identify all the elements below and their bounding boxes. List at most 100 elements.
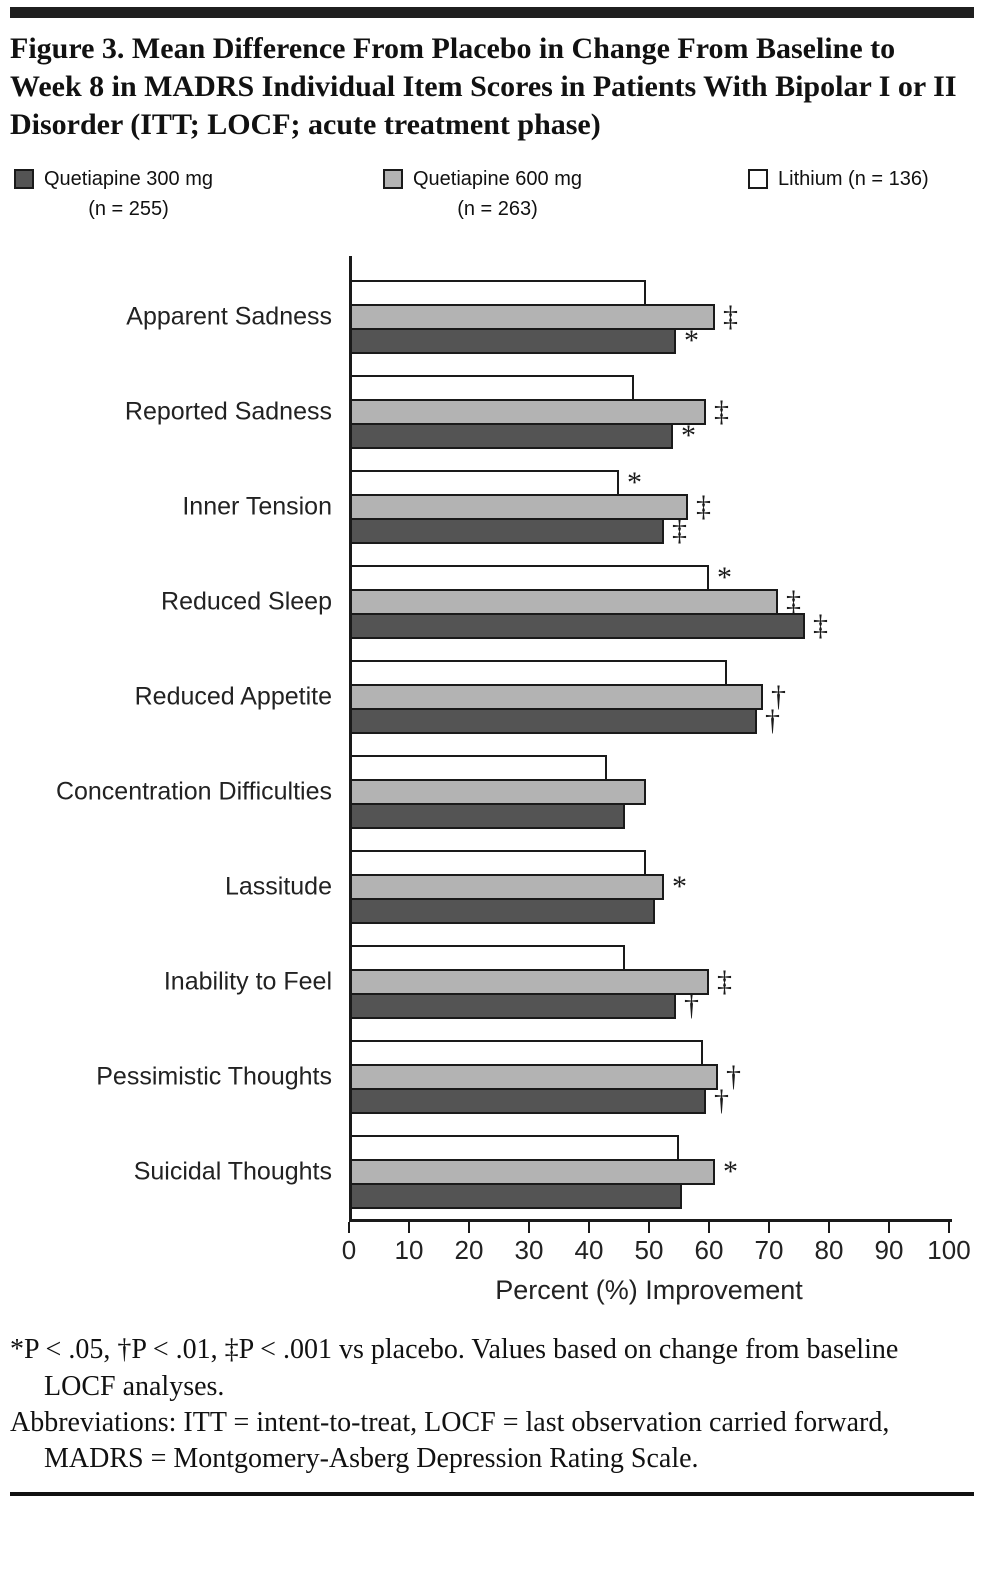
bar-row: †	[352, 1062, 952, 1092]
legend-item-quetiapine-300: Quetiapine 300 mg (n = 255)	[14, 168, 213, 221]
category-group: Concentration Difficulties	[56, 755, 952, 830]
x-axis-tick	[588, 1222, 590, 1234]
category-label: Inability to Feel	[163, 967, 332, 996]
legend-swatch-lithium	[748, 169, 768, 190]
x-axis-tick-label: 80	[814, 1235, 844, 1266]
bar-row	[352, 280, 952, 307]
significance-marker: ‡	[723, 300, 738, 334]
significance-marker: ‡	[696, 490, 711, 524]
category-group: Apparent Sadness ‡ *	[126, 280, 952, 356]
bar-row: *	[352, 326, 952, 356]
significance-marker: *	[672, 870, 687, 904]
significance-marker: *	[627, 466, 642, 500]
bar	[352, 423, 673, 450]
bar-row	[352, 660, 952, 687]
bar-row: †	[352, 706, 952, 736]
bar	[352, 494, 688, 521]
bar-row: †	[352, 989, 952, 1023]
legend-sublabel-quetiapine-600: (n = 263)	[457, 198, 538, 221]
x-axis-tick	[348, 1222, 350, 1234]
bar-row	[352, 850, 952, 877]
x-axis-tick-label: 30	[514, 1235, 544, 1266]
bar	[352, 874, 664, 901]
significance-marker: ‡	[717, 965, 732, 999]
bar-row	[352, 945, 952, 972]
legend-swatch-quetiapine-600	[383, 169, 403, 190]
bar	[352, 684, 763, 711]
bar-row: ‡	[352, 395, 952, 429]
bar-row: ‡	[352, 585, 952, 619]
x-axis-tick-label: 70	[754, 1235, 784, 1266]
bar	[352, 803, 625, 830]
footnote-significance: *P < .05, †P < .01, ‡P < .001 vs placebo…	[10, 1334, 899, 1402]
bar-row: ‡	[352, 611, 952, 641]
bar-row	[352, 1135, 952, 1162]
footnote-abbreviations: Abbreviations: ITT = intent-to-treat, LO…	[10, 1407, 890, 1475]
x-axis-tick-label: 100	[927, 1235, 971, 1266]
bar-row: *	[352, 870, 952, 904]
category-label: Suicidal Thoughts	[133, 1157, 332, 1186]
significance-marker: *	[717, 561, 732, 595]
bar	[352, 898, 655, 925]
bar	[352, 993, 676, 1020]
category-label: Apparent Sadness	[126, 302, 332, 331]
significance-marker: *	[723, 1155, 738, 1189]
bar-row	[352, 898, 952, 925]
bar	[352, 399, 706, 426]
category-group: Reduced Appetite † †	[135, 660, 952, 736]
category-label: Lassitude	[224, 872, 332, 901]
x-axis-tick	[888, 1222, 890, 1234]
bar-chart: Apparent Sadness ‡ * Reported Sadness ‡ * Inne…	[10, 256, 974, 1306]
category-label: Pessimistic Thoughts	[96, 1062, 332, 1091]
bar	[352, 1183, 682, 1210]
bar	[352, 945, 625, 972]
x-axis-tick-label: 20	[454, 1235, 484, 1266]
significance-marker: †	[771, 680, 786, 714]
category-group: Pessimistic Thoughts † †	[96, 1040, 952, 1118]
bar	[352, 613, 805, 640]
significance-marker: †	[684, 989, 699, 1023]
category-group: Inability to Feel ‡ †	[164, 945, 952, 1023]
bar	[352, 779, 646, 806]
significance-marker: ‡	[786, 585, 801, 619]
category-group: Reported Sadness ‡ *	[125, 375, 952, 453]
bar-row	[352, 755, 952, 782]
bar	[352, 1135, 679, 1162]
bar	[352, 755, 607, 782]
bar	[352, 470, 619, 497]
x-axis-tick	[468, 1222, 470, 1234]
bar-row: *	[352, 561, 952, 595]
bar	[352, 328, 676, 355]
bar-row: *	[352, 466, 952, 500]
bar	[352, 565, 709, 592]
figure-container: Figure 3. Mean Difference From Placebo i…	[0, 7, 984, 1496]
bar	[352, 280, 646, 307]
legend-label-quetiapine-600: Quetiapine 600 mg	[413, 168, 583, 191]
significance-marker: ‡	[672, 514, 687, 548]
x-axis-tick-label: 40	[574, 1235, 604, 1266]
bar	[352, 375, 634, 402]
x-axis-tick	[408, 1222, 410, 1234]
bar	[352, 304, 715, 331]
significance-marker: *	[681, 419, 696, 453]
legend-label-lithium: Lithium (n = 136)	[778, 168, 929, 191]
bar-row	[352, 1183, 952, 1210]
bar-row: *	[352, 419, 952, 453]
category-group: Inner Tension * ‡ ‡	[182, 466, 952, 548]
legend: Quetiapine 300 mg (n = 255) Quetiapine 6…	[10, 168, 974, 242]
bottom-rule	[10, 1491, 974, 1496]
bar-row: ‡	[352, 965, 952, 999]
significance-marker: †	[714, 1084, 729, 1118]
legend-item-quetiapine-600: Quetiapine 600 mg (n = 263)	[383, 168, 582, 221]
bar-row: †	[352, 1084, 952, 1118]
bar-row: ‡	[352, 514, 952, 548]
x-axis-tick	[828, 1222, 830, 1234]
significance-marker: ‡	[714, 395, 729, 429]
bar-row: ‡	[352, 490, 952, 524]
x-axis-ticks	[348, 1222, 950, 1234]
x-axis-title: Percent (%) Improvement	[495, 1275, 803, 1306]
bar-row	[352, 1040, 952, 1067]
legend-swatch-quetiapine-300	[14, 169, 34, 190]
legend-item-lithium: Lithium (n = 136)	[748, 168, 929, 191]
category-label: Inner Tension	[182, 492, 332, 521]
